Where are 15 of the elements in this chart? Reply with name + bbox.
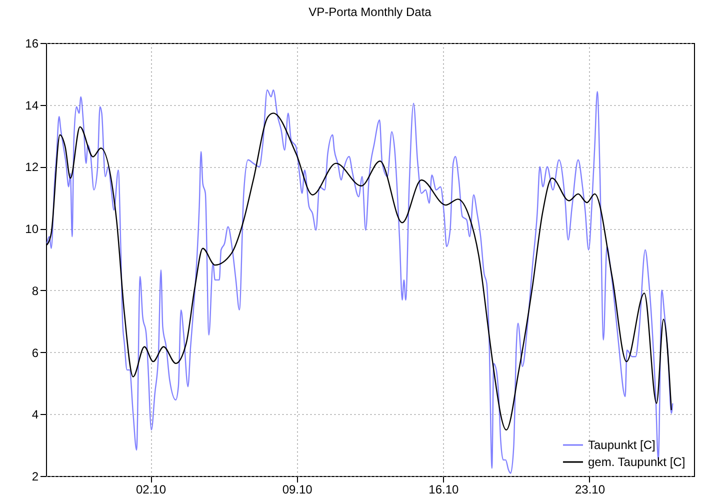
x-tick-label: 23.10 bbox=[574, 482, 606, 496]
y-tick-label: 16 bbox=[25, 36, 39, 50]
legend-label: gem. Taupunkt [C] bbox=[588, 455, 686, 469]
x-tick-label: 16.10 bbox=[428, 482, 459, 496]
chart-title: VP-Porta Monthly Data bbox=[308, 5, 432, 19]
y-tick-label: 6 bbox=[32, 346, 39, 360]
y-tick-label: 12 bbox=[25, 160, 39, 174]
x-tick-label: 09.10 bbox=[282, 482, 313, 496]
legend-label: Taupunkt [C] bbox=[588, 438, 656, 452]
y-tick-label: 4 bbox=[32, 408, 39, 422]
x-tick-label: 02.10 bbox=[136, 482, 166, 496]
y-tick-label: 2 bbox=[32, 470, 39, 484]
y-tick-label: 14 bbox=[25, 98, 39, 112]
y-tick-label: 10 bbox=[25, 222, 39, 236]
y-tick-label: 8 bbox=[32, 284, 39, 298]
